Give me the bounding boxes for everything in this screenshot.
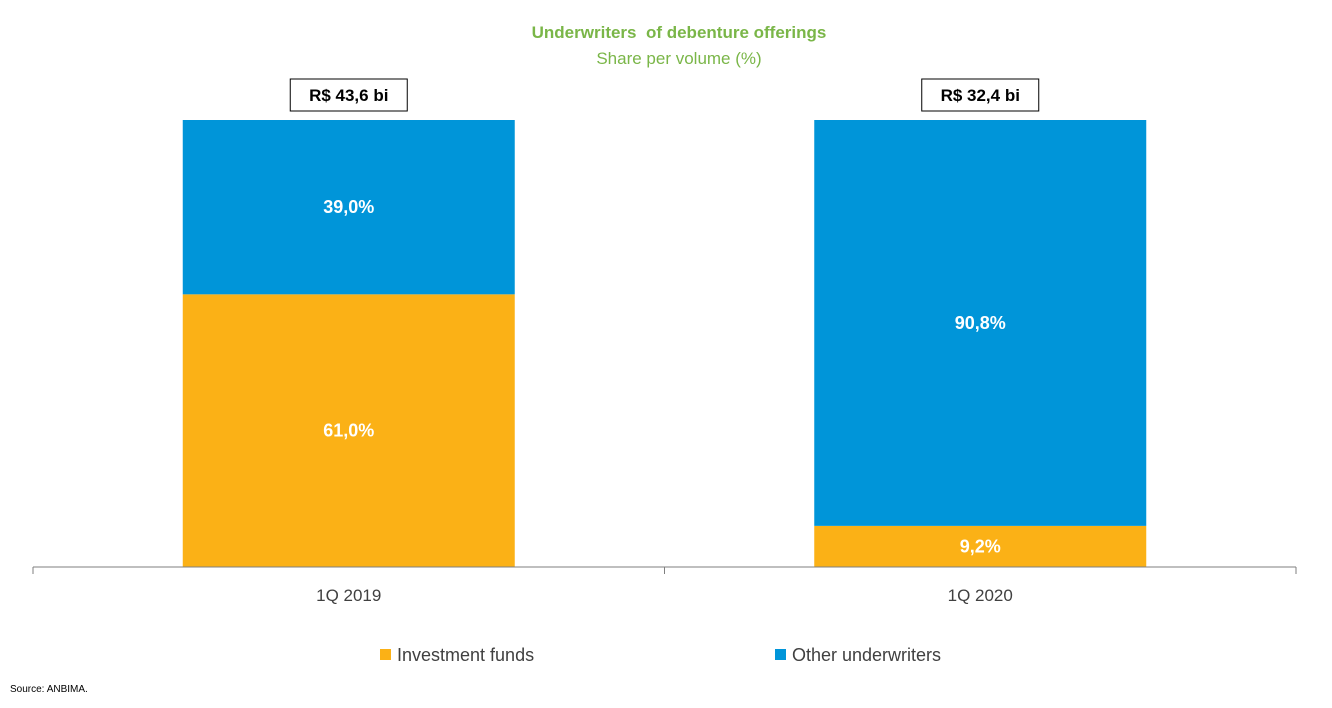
legend-swatch xyxy=(380,649,391,660)
bar-segment-investment-funds xyxy=(182,294,515,567)
bar-segment-other-underwriters xyxy=(182,120,515,295)
x-tick-label: 1Q 2019 xyxy=(316,586,381,605)
bar-segment-investment-funds xyxy=(814,525,1147,567)
total-volume-box xyxy=(289,78,408,112)
legend-swatch xyxy=(775,649,786,660)
source-note: Source: ANBIMA. xyxy=(10,684,88,695)
bar-segment-other-underwriters xyxy=(814,120,1147,526)
chart-subtitle: Share per volume (%) xyxy=(596,49,761,68)
x-tick-label: 1Q 2020 xyxy=(948,586,1013,605)
chart-title: Underwriters of debenture offerings xyxy=(532,23,827,42)
total-volume-box xyxy=(921,78,1040,112)
legend-label: Other underwriters xyxy=(792,645,941,665)
bar-data-label: 9,2% xyxy=(960,536,1001,556)
bar-data-label: 90,8% xyxy=(955,313,1006,333)
total-volume-label: R$ 43,6 bi xyxy=(309,86,388,105)
legend-label: Investment funds xyxy=(397,645,534,665)
bar-data-label: 39,0% xyxy=(323,197,374,217)
plot-area: 61,0% 39,0% R$ 43,6 bi 1Q 2019 9,2% 90,8% R$ 3… xyxy=(32,78,1297,605)
legend: Investment funds Other underwriters xyxy=(380,645,941,665)
bar-data-label: 61,0% xyxy=(323,421,374,441)
total-volume-label: R$ 32,4 bi xyxy=(941,86,1020,105)
